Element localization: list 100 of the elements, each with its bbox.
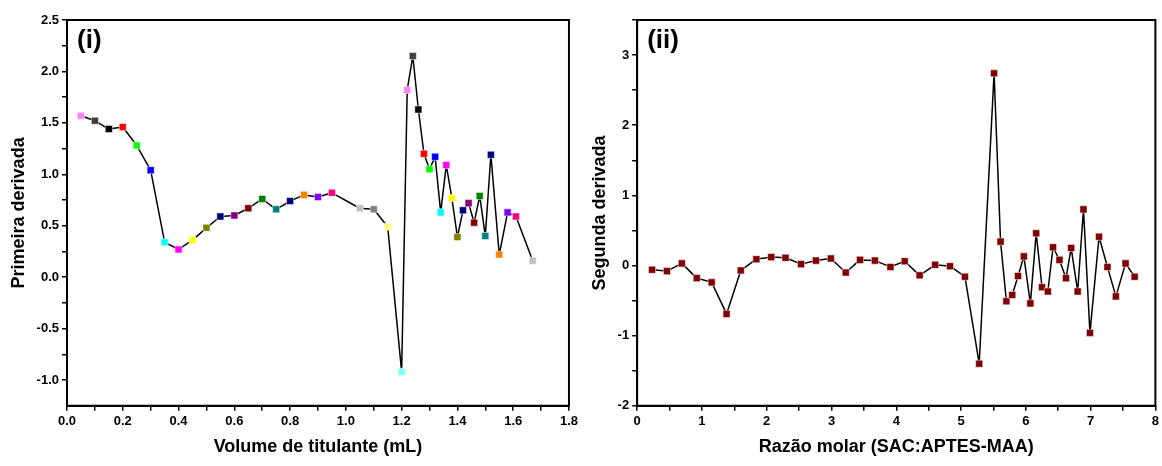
point (244, 204, 253, 213)
y-tick-label: 1.5 (40, 114, 59, 130)
point (512, 212, 520, 221)
point (1103, 263, 1112, 271)
x-tick-label: 2 (763, 413, 771, 429)
x-tick-label: 1.2 (392, 413, 411, 429)
x-tick-label: 1.6 (504, 413, 523, 429)
point (841, 268, 850, 277)
point (1020, 252, 1028, 261)
point (431, 153, 439, 161)
point (503, 208, 512, 217)
point (767, 253, 776, 261)
point (118, 123, 127, 131)
point (436, 208, 445, 217)
x-tick-label: 1.4 (448, 413, 468, 429)
point (188, 236, 197, 244)
point (1067, 244, 1075, 252)
point (856, 256, 864, 264)
x-tick-label: 0.6 (225, 413, 244, 429)
x-tick-label: 4 (892, 413, 901, 429)
point (1079, 205, 1088, 214)
point (202, 224, 211, 232)
point (403, 86, 412, 94)
point (487, 150, 495, 159)
point (1086, 329, 1094, 337)
y-tick-label: 1.0 (40, 165, 59, 181)
y-tick-label: 2.0 (40, 63, 59, 79)
point (464, 199, 473, 207)
point (383, 223, 392, 231)
point (328, 189, 336, 197)
point (272, 205, 280, 214)
x-tick-label: 1.8 (559, 413, 578, 429)
x-tick-label: 1.0 (336, 413, 355, 429)
x-tick-label: 0.0 (57, 413, 77, 429)
x-tick-label: 0 (633, 413, 641, 429)
point (425, 165, 434, 173)
point (77, 111, 85, 120)
point (1026, 299, 1035, 308)
point (160, 238, 169, 247)
point (1032, 229, 1040, 238)
point (314, 193, 322, 201)
point (707, 278, 716, 287)
point (692, 274, 701, 282)
x-tick-label: 6 (1022, 413, 1030, 429)
x-axis-title: Razão molar (SAC:APTES-MAA) (758, 436, 1034, 457)
y-tick-label: 2 (621, 116, 630, 132)
point (91, 117, 99, 125)
x-tick-label: 5 (957, 413, 965, 429)
point (900, 257, 909, 266)
point (1014, 272, 1022, 280)
y-tick-label: 0 (621, 257, 630, 273)
point (1112, 292, 1120, 301)
point (174, 245, 183, 254)
point (409, 52, 417, 60)
y-axis-title: Segunda derivada (588, 134, 609, 291)
point (886, 263, 895, 271)
point (1008, 291, 1017, 299)
point (737, 266, 745, 275)
point (996, 237, 1005, 246)
y-tick-label: -1 (617, 327, 630, 343)
point (722, 310, 731, 318)
point (961, 272, 969, 281)
y-axis-title: Primeira derivada (7, 136, 28, 289)
point (827, 254, 835, 263)
point (946, 262, 954, 270)
point (216, 212, 225, 221)
point (871, 256, 879, 265)
point (230, 211, 239, 220)
point (495, 250, 504, 259)
point (453, 233, 462, 241)
point (1073, 287, 1082, 296)
point (146, 166, 155, 174)
x-tick-label: 0.2 (113, 413, 132, 429)
point (258, 195, 266, 203)
y-tick-label: 3 (621, 46, 630, 62)
point (132, 141, 141, 150)
point (1121, 259, 1130, 268)
y-tick-label: -1.0 (36, 371, 59, 387)
y-tick-label: 0.0 (40, 268, 59, 284)
point (1049, 243, 1057, 252)
point (781, 254, 790, 262)
point (528, 256, 537, 265)
point (990, 69, 998, 78)
point (1062, 274, 1070, 282)
point (414, 105, 423, 114)
x-tick-label: 0.8 (281, 413, 300, 429)
point (1130, 272, 1139, 281)
point (915, 271, 924, 280)
point (300, 191, 308, 199)
point (356, 204, 364, 213)
annotation: (ii) (647, 24, 679, 55)
y-tick-label: 0.5 (40, 217, 59, 233)
point (975, 359, 983, 368)
x-tick-label: 0.4 (169, 413, 189, 429)
point (1044, 287, 1052, 296)
point (470, 218, 478, 227)
y-tick-label: -2 (617, 397, 630, 413)
x-axis-title: Volume de titulante (mL) (213, 436, 423, 457)
x-tick-label: 3 (827, 413, 836, 429)
y-tick-label: 1 (621, 186, 630, 202)
